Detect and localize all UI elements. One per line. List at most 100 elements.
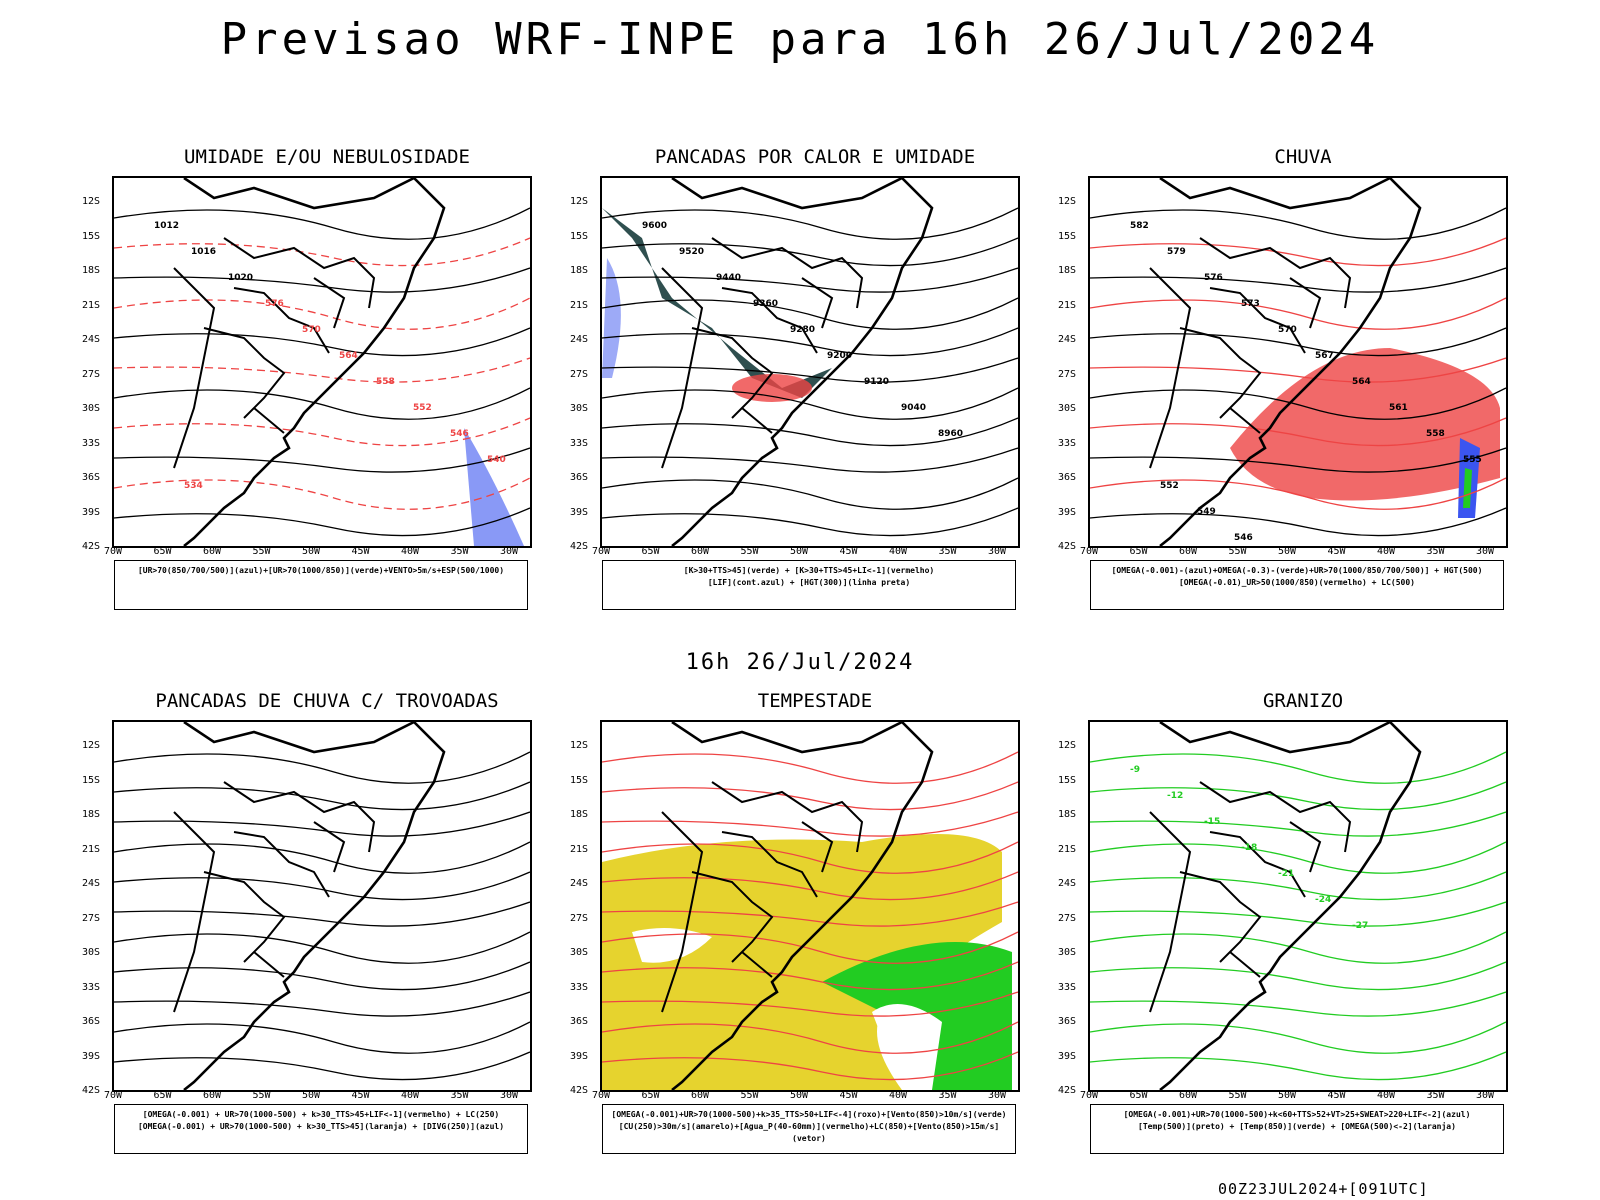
contour-line	[1090, 477, 1506, 510]
contour-label: 582	[1130, 221, 1149, 231]
contour-line	[114, 297, 530, 330]
lat-label: 15S	[570, 774, 589, 786]
contour-line	[1090, 357, 1506, 383]
lon-label: 60W	[691, 1090, 710, 1101]
contour-line	[602, 477, 1018, 510]
lat-label: 18S	[1058, 265, 1077, 276]
lat-label: 30S	[1058, 403, 1077, 414]
contour-label: -9	[1130, 765, 1140, 775]
lon-label: 30W	[1476, 546, 1495, 557]
contour-line	[602, 751, 1018, 784]
legend-line: [CU(250)>30m/s](amarelo)+[Agua_P(40-60mm…	[618, 1122, 1000, 1143]
contour-label: 1016	[191, 247, 216, 257]
contour-label: 573	[1241, 299, 1260, 309]
legend-line: [K>30+TTS>45](verde) + [K>30+TTS>45+LI<-…	[683, 566, 935, 575]
lat-label: 33S	[570, 981, 589, 993]
lat-label: 27S	[1058, 912, 1077, 924]
contour-line	[1090, 871, 1506, 901]
lon-label: 30W	[1476, 1090, 1495, 1101]
lon-label: 70W	[104, 546, 123, 557]
coastline	[671, 178, 934, 546]
contour-label: 552	[1160, 481, 1179, 491]
contour-label: 558	[1426, 429, 1445, 439]
contour-label: 558	[376, 377, 395, 387]
lat-label: 39S	[82, 506, 101, 518]
contour-line	[602, 1051, 1018, 1081]
lon-label: 60W	[1179, 1090, 1198, 1101]
contour-label: -27	[1352, 921, 1368, 931]
lon-label: 50W	[1278, 546, 1297, 557]
lon-label: 50W	[302, 546, 321, 557]
lon-label: 30W	[988, 1090, 1007, 1101]
contour-line	[602, 1021, 1018, 1054]
lon-label: 50W	[1278, 1090, 1297, 1101]
contour-label: 9040	[901, 403, 926, 413]
lon-label: 40W	[889, 546, 908, 557]
contour-label: 549	[1197, 507, 1216, 517]
panel-tempestade: TEMPESTADE 12S 15S 18S 21S 24S 27S 30S 33S 36S 39…	[570, 690, 1060, 1180]
contour-line	[602, 901, 1018, 927]
lat-label: 42S	[570, 541, 589, 552]
lat-label: 18S	[82, 265, 101, 276]
contour-line	[1090, 991, 1506, 1017]
coastline	[183, 722, 446, 1090]
lon-label: 45W	[1327, 1090, 1346, 1101]
lat-label: 33S	[1058, 437, 1077, 449]
lon-label: 70W	[1080, 546, 1099, 557]
lat-label: 42S	[1058, 541, 1077, 552]
contour-label: -24	[1315, 895, 1331, 905]
contour-line	[1090, 447, 1506, 473]
lat-label: 39S	[1058, 506, 1077, 518]
contour-line	[1090, 387, 1506, 420]
contour-label: 9360	[753, 299, 778, 309]
lat-label: 36S	[1058, 472, 1077, 483]
lon-label: 55W	[252, 546, 271, 557]
contour-line	[602, 237, 1018, 267]
lat-label: 36S	[570, 1016, 589, 1027]
lon-label: 70W	[592, 546, 611, 557]
lat-label: 12S	[82, 196, 101, 207]
lon-label: 70W	[104, 1090, 123, 1101]
legend-line: [UR>70(850/700/500)](azul)+[UR>70(1000/8…	[137, 566, 505, 575]
contour-line	[114, 991, 530, 1017]
legend-box: [K>30+TTS>45](verde) + [K>30+TTS>45+LI<-…	[602, 560, 1016, 610]
lon-label: 55W	[740, 546, 759, 557]
lat-label: 24S	[82, 334, 101, 345]
contour-label: 570	[1278, 325, 1297, 335]
contour-line	[602, 871, 1018, 901]
lon-label: 50W	[302, 1090, 321, 1101]
contour-line	[114, 507, 530, 537]
contour-line	[1090, 237, 1506, 267]
contour-line	[602, 417, 1018, 447]
legend-line: [Temp(500)](preto) + [Temp(850)](verde) …	[1138, 1122, 1456, 1131]
legend-line: [OMEGA(-0.001)-(azul)+OMEGA(-0.3)-(verde…	[1111, 566, 1483, 575]
lat-label: 24S	[570, 878, 589, 889]
contour-line	[1090, 901, 1506, 927]
contour-line	[114, 871, 530, 901]
lat-label: 24S	[1058, 334, 1077, 345]
lat-label: 33S	[82, 437, 101, 449]
coastline	[183, 178, 446, 546]
lat-label: 12S	[82, 740, 101, 751]
state-borders	[1149, 237, 1352, 469]
map-plot: 582 579 576 573 570 567 564 561 558 555 552 549 546	[1090, 178, 1506, 546]
contour-label: 9200	[827, 351, 852, 361]
lat-label: 12S	[1058, 740, 1077, 751]
map-plot	[114, 722, 530, 1090]
contour-line	[602, 297, 1018, 330]
legend-box: [UR>70(850/700/500)](azul)+[UR>70(1000/8…	[114, 560, 528, 610]
state-borders	[173, 237, 376, 469]
lon-label: 65W	[1129, 1090, 1148, 1101]
lat-label: 15S	[82, 230, 101, 242]
panel-title: UMIDADE E/OU NEBULOSIDADE	[184, 146, 470, 168]
run-stamp: 00Z23JUL2024+[091UTC]	[1218, 1180, 1429, 1198]
contour-label: 1020	[228, 273, 253, 283]
legend-box: [OMEGA(-0.001)-(azul)+OMEGA(-0.3)-(verde…	[1090, 560, 1504, 610]
coastline	[671, 722, 934, 1090]
contour-line	[602, 387, 1018, 420]
lat-label: 18S	[82, 809, 101, 820]
lat-label: 27S	[570, 912, 589, 924]
legend-line: [OMEGA(-0.001) + UR>70(1000-500) + k>30_…	[137, 1122, 505, 1131]
contour-label: -15	[1204, 817, 1220, 827]
page-subtitle: 16h 26/Jul/2024	[685, 650, 915, 675]
